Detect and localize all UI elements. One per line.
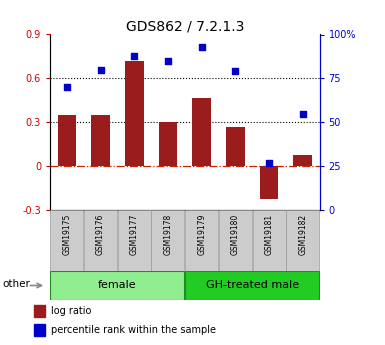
Title: GDS862 / 7.2.1.3: GDS862 / 7.2.1.3: [126, 19, 244, 33]
Text: GSM19182: GSM19182: [298, 214, 307, 255]
Bar: [260, 166, 278, 199]
Bar: [286, 210, 319, 271]
Bar: [50, 271, 184, 300]
Bar: [151, 210, 184, 271]
Bar: [58, 115, 76, 166]
Bar: [159, 122, 177, 166]
Point: [64, 85, 70, 90]
Point: [266, 160, 272, 166]
Text: GSM19175: GSM19175: [62, 214, 71, 255]
Text: female: female: [98, 280, 137, 290]
Point: [300, 111, 306, 117]
Text: GH-treated male: GH-treated male: [206, 280, 299, 290]
Bar: [185, 271, 319, 300]
Bar: [125, 61, 144, 166]
Bar: [50, 210, 84, 271]
Text: GSM19180: GSM19180: [231, 214, 240, 255]
Point: [232, 69, 238, 74]
Bar: [253, 210, 286, 271]
Bar: [84, 210, 117, 271]
Point: [165, 58, 171, 64]
Bar: [34, 305, 45, 317]
Text: GSM19178: GSM19178: [164, 214, 172, 255]
Text: GSM19181: GSM19181: [264, 214, 273, 255]
Bar: [91, 115, 110, 166]
Bar: [293, 155, 312, 166]
Text: log ratio: log ratio: [51, 306, 91, 316]
Bar: [185, 210, 218, 271]
Bar: [226, 127, 244, 166]
Point: [199, 44, 205, 50]
Bar: [34, 324, 45, 336]
Bar: [192, 98, 211, 166]
Text: GSM19176: GSM19176: [96, 214, 105, 255]
Bar: [118, 210, 151, 271]
Text: percentile rank within the sample: percentile rank within the sample: [51, 325, 216, 335]
Bar: [219, 210, 252, 271]
Text: GSM19177: GSM19177: [130, 214, 139, 255]
Point: [131, 53, 137, 58]
Text: GSM19179: GSM19179: [197, 214, 206, 255]
Text: other: other: [3, 279, 30, 289]
Point: [97, 67, 104, 72]
